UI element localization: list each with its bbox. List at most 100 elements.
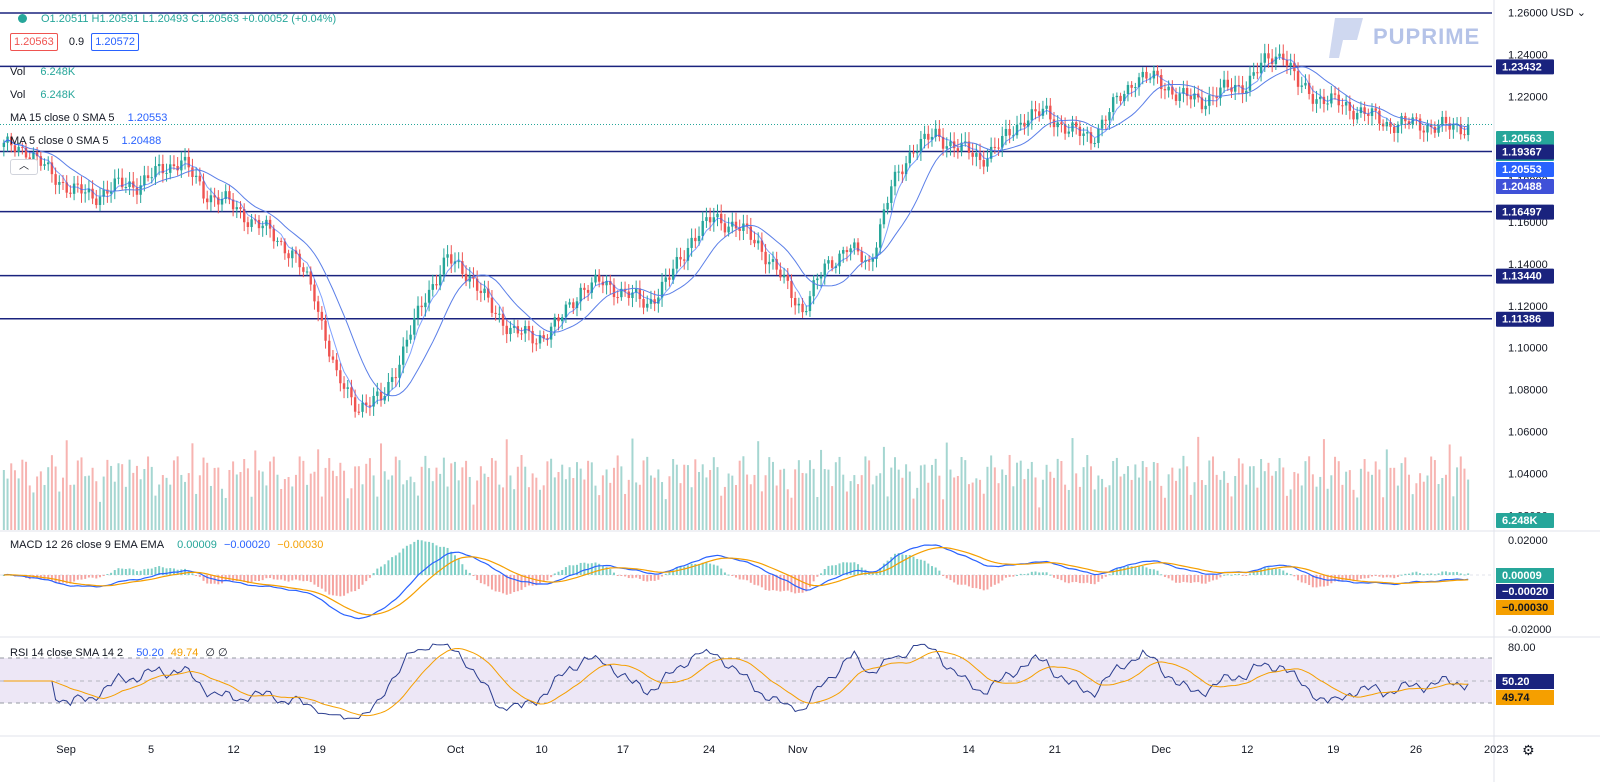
ma5-legend-label: MA 5 close 0 SMA 5 bbox=[10, 135, 109, 147]
candle-body bbox=[816, 278, 819, 281]
candle-body bbox=[424, 302, 427, 308]
volume-bar bbox=[624, 493, 627, 530]
volume-bar bbox=[184, 481, 187, 530]
volume-bar bbox=[601, 475, 604, 530]
candle-body bbox=[61, 181, 65, 183]
volume-bar bbox=[339, 462, 342, 530]
macd-histogram-bar bbox=[272, 575, 275, 580]
macd-histogram-bar bbox=[686, 565, 689, 575]
volume-bar bbox=[513, 489, 516, 530]
volume-bar bbox=[857, 484, 860, 530]
volume-bar bbox=[402, 484, 405, 530]
gear-icon[interactable]: ⚙ bbox=[1522, 742, 1535, 758]
volume-bar bbox=[217, 467, 220, 530]
candle-body bbox=[1422, 130, 1425, 133]
volume-bar bbox=[1200, 480, 1203, 530]
volume-bar bbox=[1045, 464, 1048, 530]
candle-body bbox=[1052, 119, 1056, 128]
macd-histogram-bar bbox=[1101, 575, 1104, 579]
collapse-legend-button[interactable]: ︿ bbox=[10, 159, 38, 175]
price-tag-label: 6.248K bbox=[1502, 515, 1538, 527]
volume-bar bbox=[54, 466, 57, 530]
macd-histogram-bar bbox=[1252, 571, 1255, 575]
macd-histogram-bar bbox=[1141, 566, 1144, 575]
candle-body bbox=[187, 156, 190, 168]
candle-body bbox=[13, 145, 17, 152]
volume-bar bbox=[1056, 458, 1059, 530]
volume-bar bbox=[13, 470, 16, 530]
macd-histogram-bar bbox=[834, 565, 837, 575]
macd-histogram-bar bbox=[431, 542, 434, 575]
currency-selector[interactable]: USD ⌄ bbox=[1550, 6, 1586, 19]
volume-bar bbox=[176, 456, 179, 530]
ma5-legend[interactable]: MA 5 close 0 SMA 5 1.20488 bbox=[10, 134, 165, 148]
candle-body bbox=[157, 163, 161, 167]
macd-histogram-bar bbox=[161, 567, 164, 575]
candle-body bbox=[368, 405, 372, 407]
macd-histogram-bar bbox=[923, 560, 926, 575]
volume-bar bbox=[1208, 460, 1211, 530]
candle-body bbox=[805, 311, 808, 313]
volume-bar bbox=[221, 488, 224, 530]
time-axis-tick: Oct bbox=[447, 744, 464, 756]
candle-body bbox=[1389, 122, 1392, 127]
candle-body bbox=[1001, 135, 1004, 148]
macd-histogram-bar bbox=[942, 575, 945, 576]
volume-bar bbox=[1093, 489, 1096, 530]
price-axis-tick: 1.24000 bbox=[1508, 49, 1548, 61]
macd-histogram-bar bbox=[513, 575, 516, 593]
macd-legend[interactable]: MACD 12 26 close 9 EMA EMA 0.00009 −0.00… bbox=[10, 538, 327, 552]
volume-bar bbox=[420, 466, 423, 530]
candle-body bbox=[694, 237, 697, 242]
macd-histogram-bar bbox=[945, 575, 948, 579]
volume-bar bbox=[413, 482, 416, 530]
macd-histogram-bar bbox=[1371, 575, 1374, 577]
time-axis-tick: Sep bbox=[56, 744, 76, 756]
candle-body bbox=[316, 301, 320, 312]
volume-bar bbox=[960, 457, 963, 530]
candle-body bbox=[1344, 102, 1348, 106]
candle-body bbox=[575, 301, 579, 309]
volume-bar bbox=[583, 479, 586, 530]
volume-bar bbox=[1064, 484, 1067, 530]
buy-price-button[interactable]: 1.20572 bbox=[91, 33, 139, 51]
macd-histogram-bar bbox=[1463, 574, 1466, 576]
volume-bar bbox=[1396, 485, 1399, 530]
candle-body bbox=[546, 338, 549, 340]
vol-legend-2[interactable]: Vol 6.248K bbox=[10, 88, 79, 102]
volume-bar bbox=[1322, 439, 1325, 530]
candle-body bbox=[1126, 84, 1130, 95]
volume-bar bbox=[875, 475, 878, 530]
macd-histogram-bar bbox=[276, 575, 279, 580]
candle-body bbox=[616, 297, 619, 299]
macd-histogram-bar bbox=[960, 575, 963, 585]
macd-value-tag-label: −0.00030 bbox=[1502, 602, 1548, 614]
candle-body bbox=[331, 356, 335, 360]
time-axis-tick: 26 bbox=[1410, 744, 1422, 756]
sell-price-button[interactable]: 1.20563 bbox=[10, 33, 58, 51]
candle-body bbox=[124, 187, 128, 189]
candle-body bbox=[1304, 82, 1307, 86]
symbol-dot-icon[interactable] bbox=[18, 14, 27, 23]
macd-histogram-bar bbox=[409, 544, 412, 575]
candle-body bbox=[87, 188, 91, 193]
macd-histogram-bar bbox=[287, 575, 290, 582]
candle-body bbox=[760, 240, 764, 252]
volume-bar bbox=[302, 460, 305, 530]
candle-body bbox=[276, 240, 279, 242]
macd-histogram-bar bbox=[564, 567, 567, 575]
candle-body bbox=[10, 136, 13, 146]
macd-histogram-bar bbox=[812, 575, 815, 582]
rsi-legend[interactable]: RSI 14 close SMA 14 2 50.20 49.74 ∅ ∅ bbox=[10, 646, 232, 660]
macd-histogram-bar bbox=[169, 568, 172, 575]
volume-bar bbox=[331, 470, 334, 530]
ma15-legend[interactable]: MA 15 close 0 SMA 5 1.20553 bbox=[10, 111, 171, 125]
volume-bar bbox=[575, 462, 578, 530]
candle-body bbox=[949, 141, 952, 147]
macd-histogram-bar bbox=[1456, 571, 1459, 575]
volume-bar bbox=[627, 479, 630, 530]
vol-legend-1[interactable]: Vol 6.248K bbox=[10, 65, 79, 79]
macd-histogram-bar bbox=[65, 575, 68, 584]
